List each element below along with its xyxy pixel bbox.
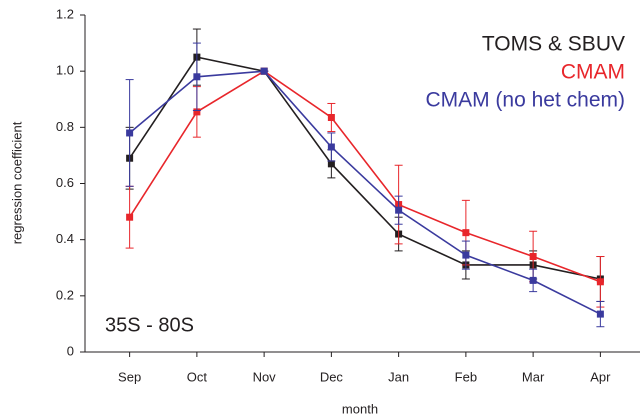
annotation: 35S - 80S [105, 314, 194, 336]
series-line [128, 56, 601, 280]
marker [126, 129, 134, 137]
x-tick-label: Sep [118, 369, 141, 384]
y-tick-label: 0.2 [56, 287, 74, 302]
y-tick-label: 0.4 [56, 231, 74, 246]
x-tick-label: Nov [253, 369, 277, 384]
series-line [129, 70, 601, 315]
y-tick-label: 1.2 [56, 6, 74, 21]
marker [193, 108, 201, 116]
y-tick-label: 0.6 [56, 175, 74, 190]
marker [327, 114, 335, 122]
legend-entry: TOMS & SBUV [482, 33, 625, 56]
x-tick-label: Mar [522, 369, 545, 384]
y-axis-label: regression coefficient [9, 121, 24, 244]
marker [193, 73, 201, 81]
x-axis-label: month [342, 401, 378, 416]
legend-entry: CMAM [561, 61, 625, 84]
series-line [128, 70, 601, 283]
y-tick-label: 0.8 [56, 119, 74, 134]
marker [462, 229, 470, 237]
marker [462, 251, 470, 259]
marker [126, 213, 134, 221]
x-tick-label: Oct [187, 369, 208, 384]
x-tick-label: Feb [455, 369, 477, 384]
marker [596, 310, 604, 318]
marker [327, 143, 335, 151]
y-tick-label: 0 [67, 343, 74, 358]
x-tick-label: Jan [388, 369, 409, 384]
marker [529, 253, 537, 261]
x-tick-label: Dec [320, 369, 344, 384]
marker [529, 276, 537, 284]
marker [395, 206, 403, 214]
legend-entry: CMAM (no het chem) [425, 89, 625, 112]
x-tick-label: Apr [590, 369, 611, 384]
marker [596, 278, 604, 286]
y-tick-label: 1.0 [56, 63, 74, 78]
marker [260, 67, 268, 75]
marker [327, 160, 335, 168]
